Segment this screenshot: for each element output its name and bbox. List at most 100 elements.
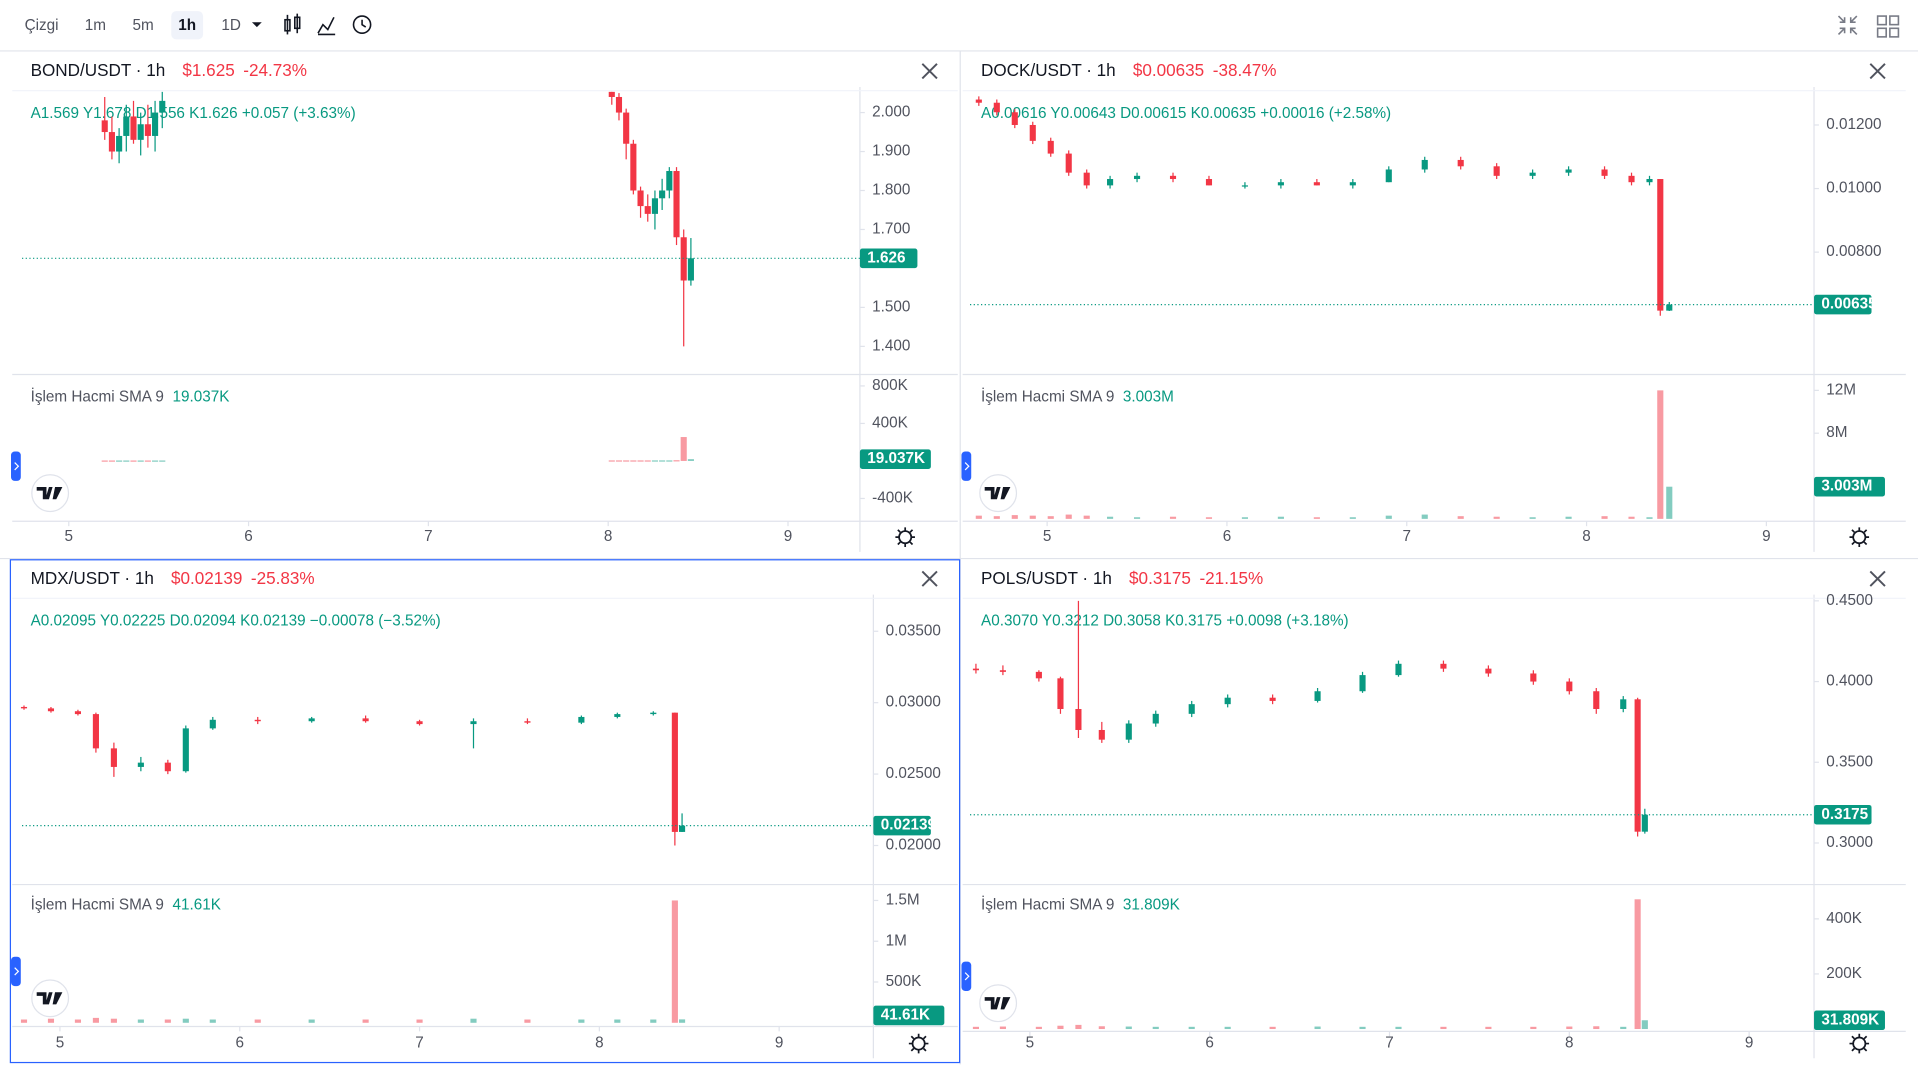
time-tick-label: 8 bbox=[1565, 1035, 1573, 1052]
volume-bar bbox=[623, 460, 630, 462]
volume-legend: İşlem Hacmi SMA 9 19.037K bbox=[31, 388, 231, 406]
volume-bar bbox=[1385, 515, 1392, 519]
volume-bar bbox=[152, 460, 159, 462]
time-tick-label: 6 bbox=[1223, 528, 1232, 545]
candle-body bbox=[47, 708, 55, 712]
candle-body bbox=[999, 670, 1006, 672]
volume-bar bbox=[1075, 1024, 1082, 1030]
candle-body bbox=[1646, 179, 1653, 183]
pane-handle[interactable] bbox=[11, 956, 21, 987]
candle-body bbox=[164, 762, 171, 772]
candle-body bbox=[416, 721, 423, 725]
close-button[interactable] bbox=[1869, 63, 1886, 80]
volume-bar bbox=[1269, 1026, 1276, 1030]
candle-body bbox=[975, 99, 982, 103]
volume-label-bg bbox=[1814, 1010, 1885, 1031]
price-tick-label: 0.02000 bbox=[886, 837, 941, 854]
volume-title: İşlem Hacmi SMA 9 bbox=[31, 388, 164, 406]
candle-body bbox=[673, 171, 680, 238]
chart-type-button[interactable]: Çizgi bbox=[25, 17, 59, 34]
volume-bar bbox=[1011, 515, 1018, 519]
volume-bar bbox=[687, 459, 694, 461]
candle-body bbox=[362, 718, 369, 722]
candle-style-icon[interactable] bbox=[284, 13, 301, 35]
close-button[interactable] bbox=[921, 570, 938, 587]
replay-icon[interactable] bbox=[352, 15, 372, 34]
interval-button[interactable]: 1D bbox=[221, 17, 241, 34]
candle-body bbox=[1029, 124, 1036, 141]
panel-header: DOCK/USDT · 1h $0.00635 -38.47% bbox=[981, 61, 1276, 80]
candle-body bbox=[1593, 691, 1600, 709]
interval-caret[interactable] bbox=[251, 22, 262, 28]
volume-bar bbox=[1666, 486, 1673, 519]
collapse-icon[interactable] bbox=[1837, 15, 1858, 35]
price-tick-label: 0.01000 bbox=[1826, 180, 1881, 197]
candle-body bbox=[159, 100, 166, 113]
volume-bar bbox=[20, 1019, 28, 1023]
volume-bar bbox=[1314, 1026, 1321, 1030]
volume-label: 3.003M bbox=[1821, 478, 1872, 495]
time-tick-label: 6 bbox=[244, 528, 252, 545]
last-price-label: 0.3175 bbox=[1821, 806, 1868, 823]
pane-handle[interactable] bbox=[961, 961, 972, 991]
candle-body bbox=[144, 124, 151, 136]
chart-panel[interactable]: POLS/USDT · 1h $0.3175 -21.15% A0.3070 Y0.3… bbox=[961, 568, 1906, 1059]
volume-bar bbox=[1098, 1026, 1105, 1030]
chart-panel[interactable]: BOND/USDT · 1h $1.625 -24.73% A1.569 Y1.678… bbox=[11, 61, 958, 552]
candle-body bbox=[1485, 668, 1492, 674]
candle-body bbox=[92, 714, 99, 749]
candle-body bbox=[1421, 159, 1428, 170]
interval-button[interactable]: 1m bbox=[85, 17, 106, 34]
candle-body bbox=[1133, 175, 1141, 180]
volume-bar bbox=[1205, 517, 1213, 519]
candle-body bbox=[1314, 691, 1321, 701]
price-tick-label: 0.00800 bbox=[1826, 243, 1881, 260]
pane-handle[interactable] bbox=[961, 451, 972, 481]
close-button[interactable] bbox=[1869, 570, 1886, 587]
indicators-icon[interactable] bbox=[317, 16, 336, 36]
volume-bar bbox=[608, 460, 615, 462]
candle-body bbox=[1065, 153, 1072, 173]
candle-body bbox=[1313, 182, 1320, 186]
volume-bar bbox=[1628, 516, 1635, 519]
volume-bar bbox=[972, 1026, 980, 1030]
price-change: -21.15% bbox=[1199, 568, 1263, 587]
interval-button[interactable]: 1h bbox=[178, 17, 196, 34]
candle-body bbox=[623, 112, 630, 144]
volume-bar bbox=[308, 1019, 315, 1023]
settings-gear-teeth bbox=[908, 1033, 929, 1054]
volume-bars bbox=[101, 437, 694, 462]
candle-body bbox=[470, 721, 477, 725]
tv-logo-mark bbox=[36, 487, 63, 500]
candle-body bbox=[679, 825, 686, 832]
volume-bar bbox=[1277, 516, 1284, 519]
candle-body bbox=[1011, 112, 1018, 125]
candle-body bbox=[137, 762, 144, 767]
volume-bars bbox=[972, 899, 1648, 1030]
candle-body bbox=[1620, 699, 1627, 709]
volume-bar bbox=[637, 460, 644, 462]
volume-legend: İşlem Hacmi SMA 9 31.809K bbox=[981, 895, 1181, 913]
candle-body bbox=[608, 91, 615, 97]
volume-title: İşlem Hacmi SMA 9 bbox=[31, 895, 164, 913]
price-tick-label: 2.000 bbox=[872, 104, 910, 121]
candle-body bbox=[671, 712, 678, 832]
last-price-label: 1.626 bbox=[867, 249, 905, 266]
volume-bar bbox=[1349, 517, 1356, 519]
candle-body bbox=[615, 96, 623, 113]
volume-bar bbox=[137, 1019, 144, 1023]
layout-icon[interactable] bbox=[1876, 15, 1900, 38]
volume-tick-label: 500K bbox=[886, 973, 922, 990]
candle-body bbox=[1666, 304, 1673, 311]
chart-panel[interactable]: MDX/USDT · 1h $0.02139 -25.83% A0.02095 Y0.… bbox=[9, 559, 961, 1064]
volume-bar bbox=[164, 1019, 171, 1023]
volume-tick-label: 1M bbox=[886, 932, 907, 949]
close-button[interactable] bbox=[921, 63, 938, 80]
interval-button[interactable]: 5m bbox=[132, 17, 153, 34]
volume-legend: İşlem Hacmi SMA 9 3.003M bbox=[981, 388, 1174, 406]
toolbar-icons bbox=[251, 13, 1900, 38]
pane-handle[interactable] bbox=[11, 451, 21, 481]
candle-body bbox=[1098, 729, 1105, 740]
chart-panel[interactable]: DOCK/USDT · 1h $0.00635 -38.47% A0.00616 Y0… bbox=[961, 61, 1906, 552]
